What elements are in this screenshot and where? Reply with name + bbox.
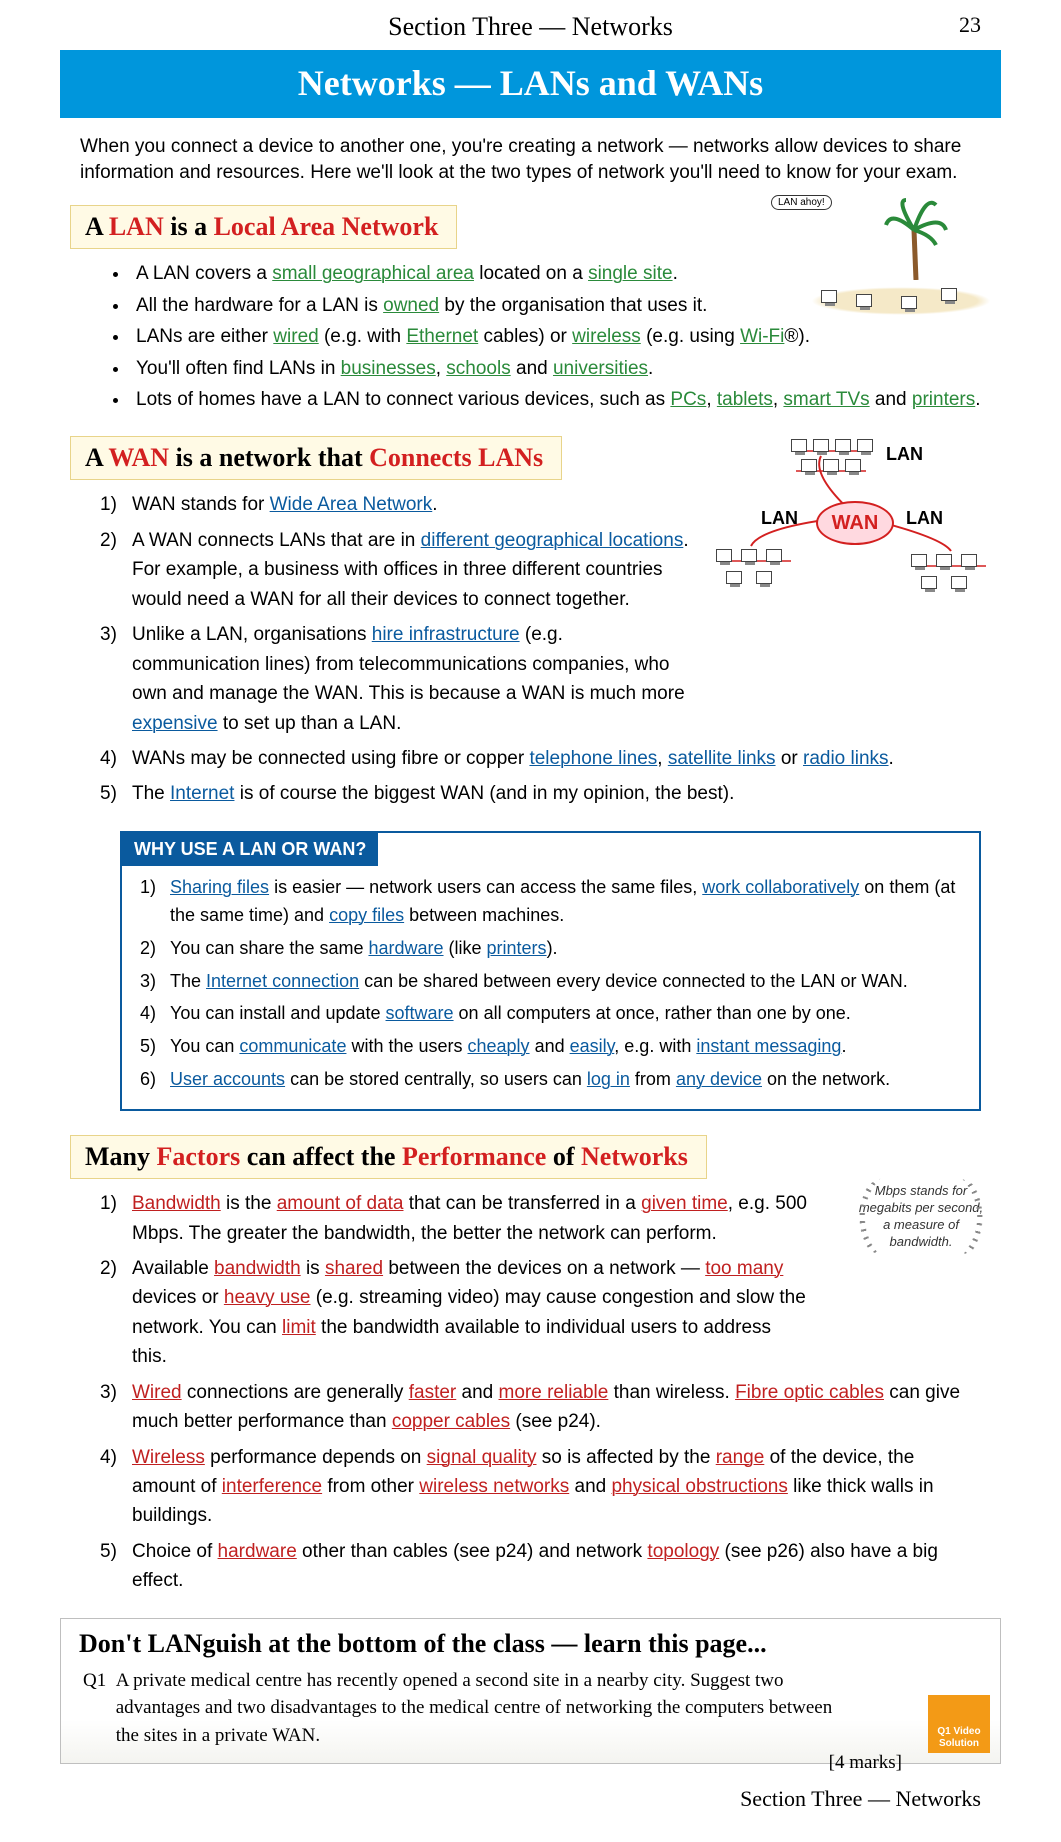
speech-bubble: LAN ahoy! [771,195,832,210]
list-item: 5)You can communicate with the users che… [140,1033,965,1061]
list-item: 6)User accounts can be stored centrally,… [140,1066,965,1094]
wan-lan-label-3: LAN [906,508,943,529]
list-item: 2)A WAN connects LANs that are in differ… [100,526,691,614]
perf-numbered-list: 1)Bandwidth is the amount of data that c… [80,1189,981,1596]
list-item: 4)Wireless performance depends on signal… [100,1443,981,1531]
why-box-header: WHY USE A LAN OR WAN? [122,833,378,866]
wan-lan-label-2: LAN [761,508,798,529]
question-marks: [4 marks] [829,1749,902,1777]
list-item: 5)Choice of hardware other than cables (… [100,1537,981,1596]
question-box: Don't LANguish at the bottom of the clas… [60,1618,1001,1765]
page-banner: Networks — LANs and WANs [60,50,1001,118]
list-item: LANs are either wired (e.g. with Etherne… [130,322,981,351]
page-number: 23 [959,12,981,38]
why-numbered-list: 1)Sharing files is easier — network user… [122,866,979,1109]
list-item: 5)The Internet is of course the biggest … [100,779,981,808]
list-item: 1)Bandwidth is the amount of data that c… [100,1189,981,1248]
list-item: 3)Unlike a LAN, organisations hire infra… [100,620,691,738]
list-item: You'll often find LANs in businesses, sc… [130,354,981,383]
why-box: WHY USE A LAN OR WAN? 1)Sharing files is… [120,831,981,1111]
intro-text: When you connect a device to another one… [80,134,981,185]
list-item: 4)WANs may be connected using fibre or c… [100,744,981,773]
video-solution-badge[interactable]: Q1 Video Solution [928,1695,990,1753]
list-item: 1)Sharing files is easier — network user… [140,874,965,930]
list-item: 2)You can share the same hardware (like … [140,935,965,963]
island-illustration: LAN ahoy! [811,195,991,315]
lan-heading: A LAN is a Local Area Network [70,205,457,249]
wan-diagram: WAN LAN LAN LAN [701,436,1001,616]
question-body: Q1 A private medical centre has recently… [79,1667,982,1750]
wan-heading: A WAN is a network that Connects LANs [70,436,562,480]
list-item: 2)Available bandwidth is shared between … [100,1254,981,1372]
list-item: 1)WAN stands for Wide Area Network. [100,490,691,519]
list-item: 3)Wired connections are generally faster… [100,1378,981,1437]
list-item: Lots of homes have a LAN to connect vari… [130,385,981,414]
list-item: 3)The Internet connection can be shared … [140,968,965,996]
wan-lan-label-1: LAN [886,444,923,465]
palm-tree-icon [881,190,951,280]
page-header: Section Three — Networks 23 [0,0,1061,50]
question-title: Don't LANguish at the bottom of the clas… [79,1629,982,1659]
section-title: Section Three — Networks [388,12,673,42]
perf-heading: Many Factors can affect the Performance … [70,1135,707,1179]
list-item: 4)You can install and update software on… [140,1000,965,1028]
